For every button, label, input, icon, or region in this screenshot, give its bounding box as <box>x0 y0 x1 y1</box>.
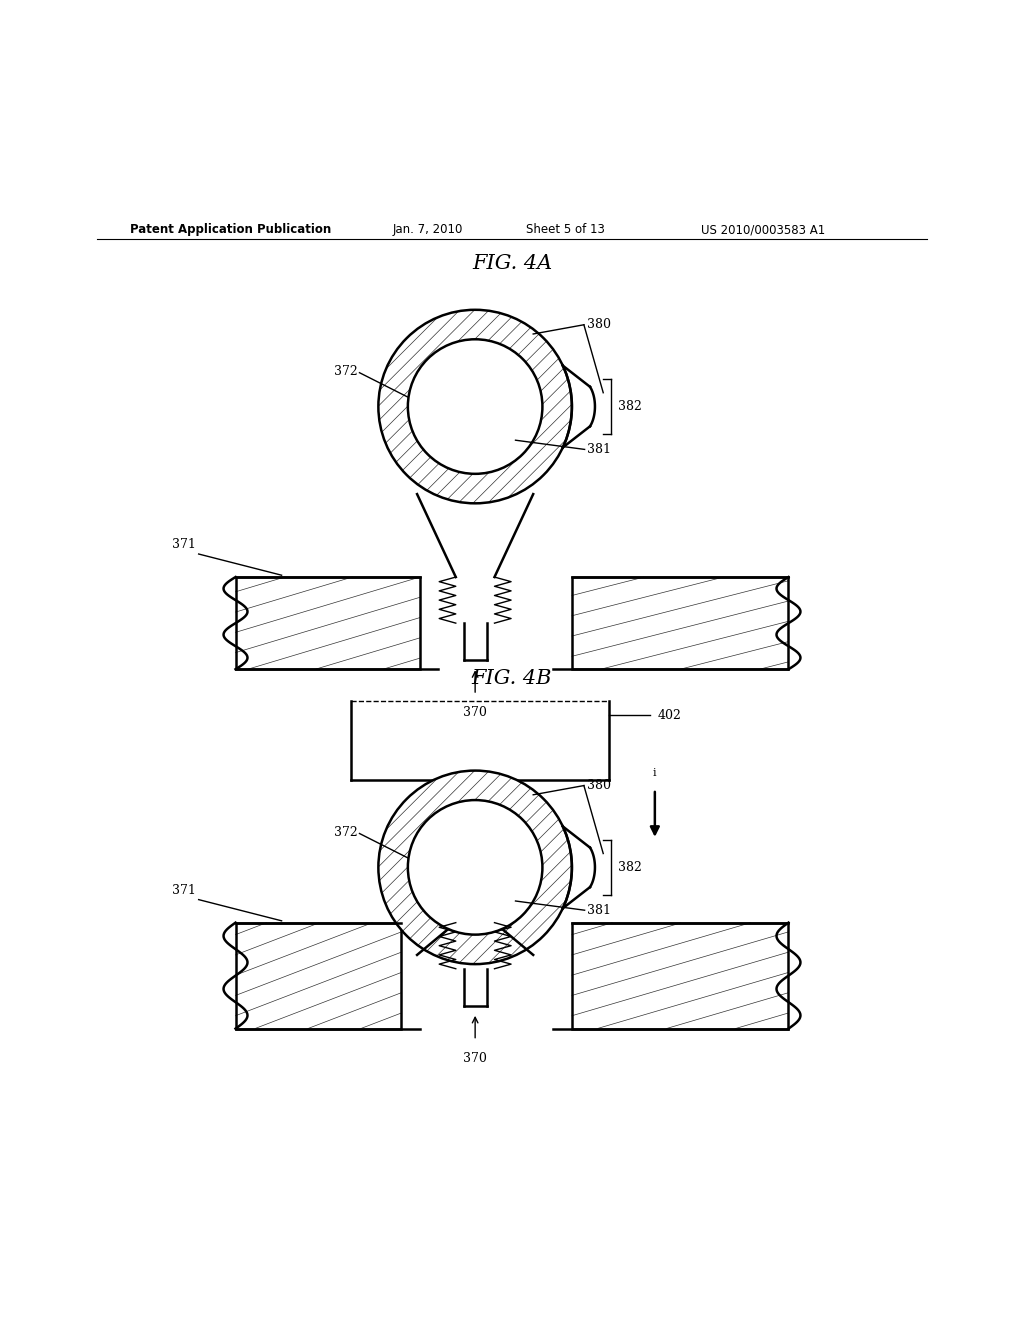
Text: 372: 372 <box>334 826 357 840</box>
Text: i: i <box>653 768 656 777</box>
Text: FIG. 4B: FIG. 4B <box>472 669 552 688</box>
Text: 371: 371 <box>172 884 196 896</box>
Text: Jan. 7, 2010: Jan. 7, 2010 <box>392 223 463 236</box>
Text: 372: 372 <box>334 366 357 379</box>
Text: 402: 402 <box>657 709 682 722</box>
Text: 380: 380 <box>587 779 610 792</box>
Circle shape <box>379 310 571 503</box>
Text: US 2010/0003583 A1: US 2010/0003583 A1 <box>700 223 825 236</box>
Bar <box>236 577 420 669</box>
Text: 381: 381 <box>588 904 611 916</box>
Text: 382: 382 <box>618 861 642 874</box>
Text: 370: 370 <box>463 706 487 719</box>
Text: 380: 380 <box>587 318 610 331</box>
Text: 382: 382 <box>618 400 642 413</box>
Circle shape <box>379 771 571 964</box>
Text: 381: 381 <box>588 444 611 455</box>
Bar <box>571 577 788 669</box>
Bar <box>236 923 401 1028</box>
Bar <box>571 923 788 1028</box>
Text: Patent Application Publication: Patent Application Publication <box>129 223 331 236</box>
Circle shape <box>408 800 543 935</box>
Text: 371: 371 <box>172 539 196 552</box>
Circle shape <box>408 339 543 474</box>
Text: Sheet 5 of 13: Sheet 5 of 13 <box>526 223 605 236</box>
Text: 370: 370 <box>463 1052 487 1065</box>
Text: FIG. 4A: FIG. 4A <box>472 255 552 273</box>
